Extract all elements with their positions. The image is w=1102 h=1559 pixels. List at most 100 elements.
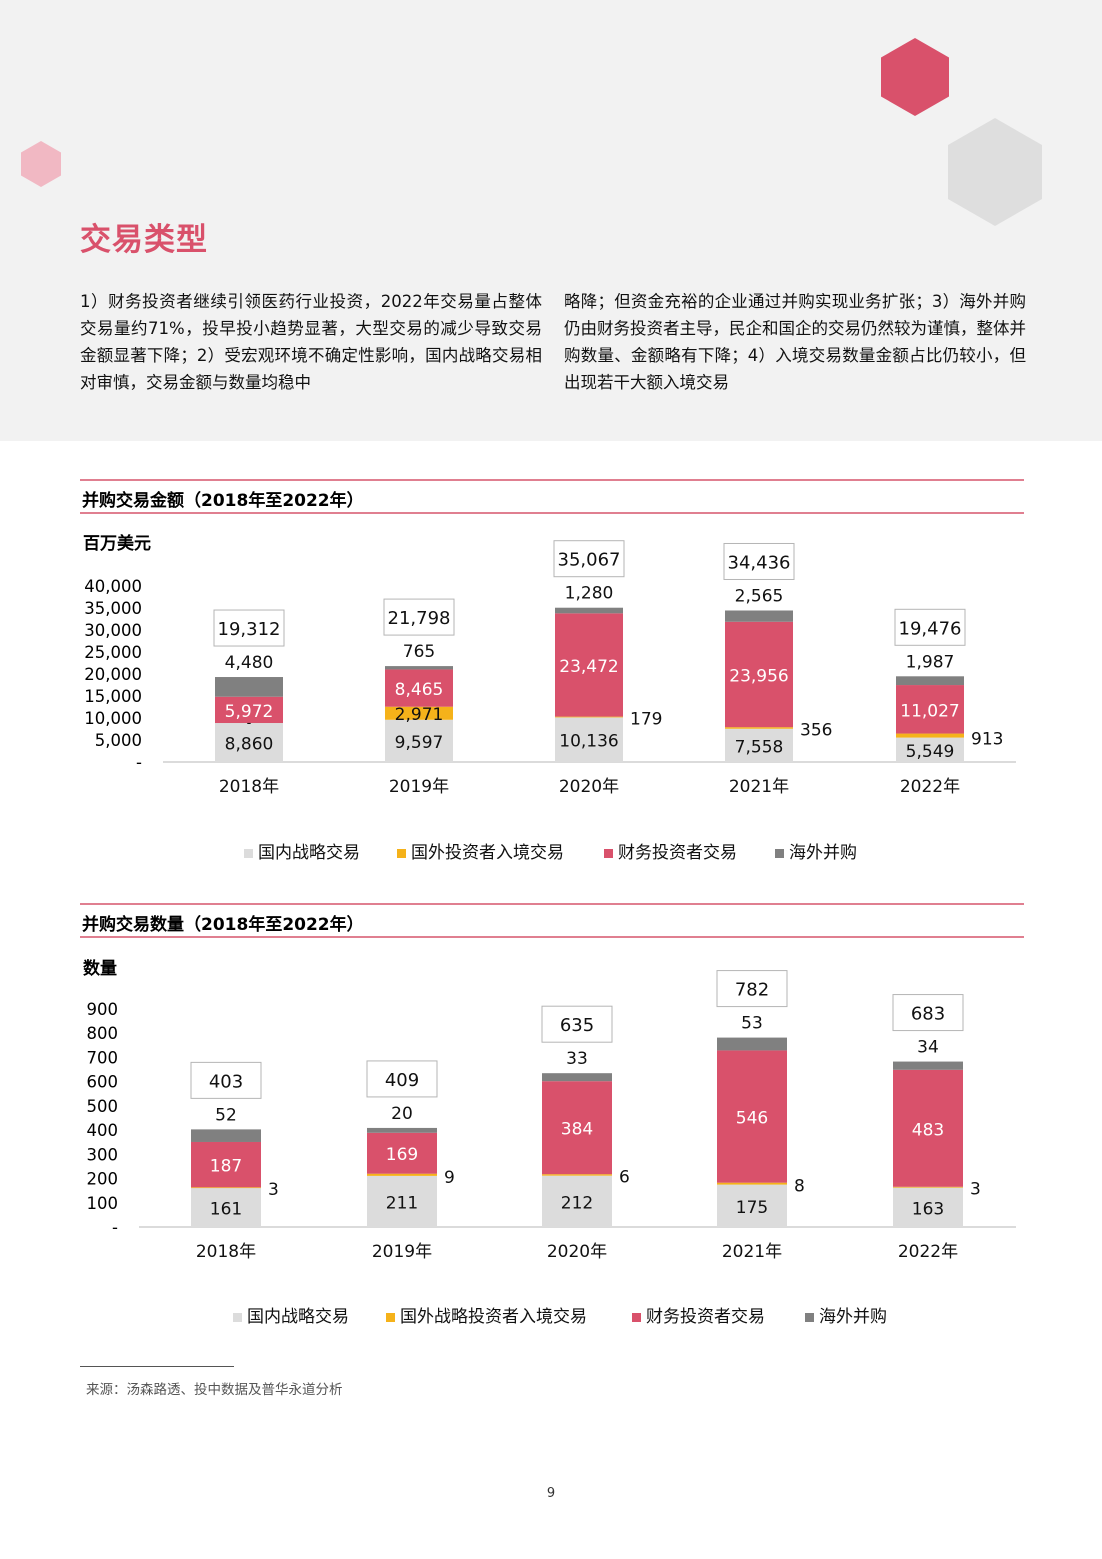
data-label-financial: 5,972 — [225, 702, 274, 722]
x-tick-label: 2018年 — [196, 1242, 256, 1262]
y-tick-label: 40,000 — [84, 577, 142, 596]
intro-text-left: 1）财务投资者继续引领医药行业投资，2022年交易量占整体交易量约71%，投早投… — [80, 292, 542, 392]
bar-overseas — [725, 610, 793, 622]
legend-label-domestic: 国内战略交易 — [258, 843, 360, 863]
data-label-financial: 384 — [561, 1120, 593, 1140]
data-label-financial: 11,027 — [900, 701, 959, 721]
y-tick-label: - — [112, 1218, 118, 1237]
legend-swatch-inbound — [386, 1313, 395, 1322]
small-pink-hexagon-icon — [21, 141, 61, 187]
bar-overseas — [215, 677, 283, 697]
bar-overseas — [542, 1073, 612, 1082]
legend-swatch-inbound — [397, 849, 406, 858]
bar-domestic — [725, 728, 793, 762]
x-tick-label: 2021年 — [722, 1242, 782, 1262]
bar-financial — [542, 1081, 612, 1175]
bar-domestic — [896, 737, 964, 762]
data-label-overseas: 53 — [741, 1014, 763, 1034]
data-label-domestic: 163 — [912, 1199, 944, 1219]
legend-label-overseas: 海外并购 — [819, 1307, 887, 1327]
total-box — [213, 609, 285, 647]
total-label: 782 — [735, 980, 769, 1001]
y-tick-label: 900 — [87, 1000, 119, 1019]
x-tick-label: 2019年 — [372, 1242, 432, 1262]
total-box — [723, 542, 795, 580]
chart1-title: 并购交易金额（2018年至2022年） — [82, 491, 364, 511]
y-tick-label: 300 — [87, 1145, 119, 1164]
total-box — [553, 540, 625, 578]
y-axis-unit-label: 数量 — [83, 958, 117, 979]
bar-inbound — [191, 1187, 261, 1189]
data-label-financial: 187 — [210, 1157, 242, 1177]
bar-financial — [717, 1050, 787, 1183]
data-label-inbound: - — [247, 716, 252, 731]
legend-label-financial: 财务投资者交易 — [646, 1307, 765, 1327]
y-tick-label: 25,000 — [84, 643, 142, 662]
bar-domestic — [215, 723, 283, 762]
y-tick-label: 5,000 — [95, 731, 142, 750]
data-label-financial: 546 — [736, 1109, 768, 1129]
section-title: 交易类型 — [80, 222, 208, 258]
bar-financial — [385, 669, 453, 707]
y-tick-label: 20,000 — [84, 665, 142, 684]
bar-inbound — [725, 727, 793, 729]
data-label-overseas: 34 — [917, 1038, 939, 1058]
total-label: 35,067 — [558, 550, 621, 571]
legend-swatch-financial — [632, 1313, 641, 1322]
data-label-financial: 169 — [386, 1145, 418, 1165]
bar-overseas — [191, 1129, 261, 1142]
data-label-financial: 8,465 — [395, 680, 444, 700]
bar-overseas — [555, 607, 623, 614]
data-label-inbound: 2,971 — [395, 705, 444, 725]
total-box — [716, 970, 788, 1008]
y-tick-label: 30,000 — [84, 621, 142, 640]
chart1-header: 并购交易金额（2018年至2022年） — [80, 479, 1024, 514]
data-label-inbound: 913 — [971, 730, 1003, 750]
data-label-overseas: 1,987 — [906, 652, 955, 672]
data-label-overseas: 1,280 — [565, 584, 614, 604]
bar-overseas — [896, 676, 964, 686]
bar-domestic — [385, 719, 453, 762]
bar-domestic — [717, 1184, 787, 1227]
legend-label-domestic: 国内战略交易 — [247, 1307, 349, 1327]
legend-swatch-overseas — [775, 849, 784, 858]
bar-domestic — [367, 1175, 437, 1227]
x-tick-label: 2020年 — [559, 777, 619, 797]
data-label-domestic: 161 — [210, 1200, 242, 1220]
data-label-domestic: 10,136 — [559, 732, 618, 752]
data-label-domestic: 9,597 — [395, 733, 444, 753]
total-label: 19,476 — [899, 618, 962, 639]
total-box — [366, 1060, 438, 1098]
data-label-overseas: 765 — [403, 642, 435, 662]
total-label: 403 — [209, 1071, 243, 1092]
y-tick-label: 800 — [87, 1024, 119, 1043]
data-label-domestic: 175 — [736, 1198, 768, 1218]
data-label-financial: 23,472 — [559, 657, 618, 677]
bar-inbound — [896, 733, 964, 738]
data-label-domestic: 211 — [386, 1193, 418, 1213]
intro-text-right: 略降；但资金充裕的企业通过并购实现业务扩张；3）海外并购仍由财务投资者主导，民企… — [564, 292, 1026, 392]
y-tick-label: 15,000 — [84, 687, 142, 706]
bar-domestic — [542, 1175, 612, 1227]
data-label-inbound: 3 — [268, 1180, 279, 1200]
bar-financial — [896, 685, 964, 734]
bar-overseas — [385, 666, 453, 670]
data-label-domestic: 5,549 — [906, 742, 955, 762]
total-box — [541, 1005, 613, 1043]
source-footnote: 来源：汤森路透、投中数据及普华永道分析 — [86, 1382, 343, 1398]
legend-label-overseas: 海外并购 — [789, 843, 857, 863]
y-tick-label: 100 — [87, 1194, 119, 1213]
data-label-overseas: 33 — [566, 1049, 588, 1069]
grey-hexagon-icon — [948, 118, 1042, 226]
data-label-overseas: 4,480 — [225, 653, 274, 673]
data-label-domestic: 7,558 — [735, 737, 784, 757]
total-label: 635 — [560, 1015, 594, 1036]
legend-label-inbound: 国外战略投资者入境交易 — [400, 1307, 587, 1327]
footnote-divider — [80, 1366, 234, 1367]
total-box — [892, 994, 964, 1032]
total-label: 19,312 — [218, 619, 281, 640]
total-box — [894, 608, 966, 646]
legend-label-financial: 财务投资者交易 — [618, 843, 737, 863]
legend-swatch-overseas — [805, 1313, 814, 1322]
total-box — [383, 598, 455, 636]
